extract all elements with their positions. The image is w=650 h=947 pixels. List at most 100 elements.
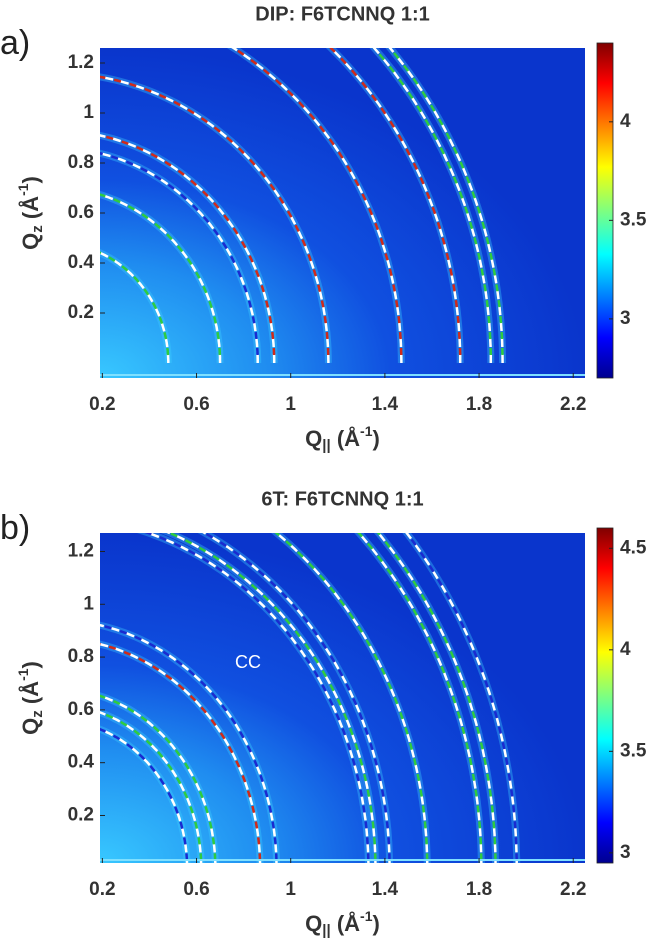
- ring: [373, 533, 499, 863]
- ring-dash-color: [372, 48, 493, 363]
- y-tick-label: 1.2: [68, 52, 94, 73]
- y-tick-label: 1.2: [68, 540, 94, 561]
- colorbar: [596, 527, 614, 864]
- colorbar-tick-label: 3.5: [620, 209, 647, 230]
- y-tick-label: 0.2: [68, 302, 94, 323]
- ring: [100, 640, 264, 863]
- ring: [385, 48, 507, 364]
- label-part: (Å: [17, 681, 43, 710]
- label-part: (Å: [17, 196, 43, 225]
- colorbar: [596, 42, 614, 379]
- y-tick-label: 0.4: [68, 752, 95, 773]
- label-part: -1: [15, 668, 31, 681]
- colorbar-tick-label: 4: [620, 111, 631, 132]
- ring: [197, 533, 394, 863]
- ring-dash-color: [100, 694, 217, 863]
- x-tick-label: 1.8: [466, 879, 492, 900]
- ring-dash-color: [100, 711, 203, 863]
- heatmap-background: [100, 533, 585, 863]
- ring: [100, 725, 191, 863]
- label-part: -1: [360, 908, 373, 924]
- x-tick-label: 0.2: [89, 879, 115, 900]
- label-part: (Å: [331, 425, 360, 451]
- y-tick-label: 0.8: [68, 646, 94, 667]
- y-tick-label: 0.6: [68, 202, 94, 223]
- x-tick-label: 1: [285, 394, 296, 415]
- x-tick-label: 0.6: [183, 394, 209, 415]
- heatmap-background: [100, 48, 585, 378]
- ring: [160, 533, 379, 863]
- label-part: ): [18, 176, 43, 183]
- ring-dash-color: [100, 152, 259, 363]
- label-part: z: [29, 710, 46, 718]
- x-tick-label: 1.8: [466, 394, 492, 415]
- ring: [369, 48, 495, 363]
- x-tick-label: 1: [285, 879, 296, 900]
- panel-label: a): [0, 24, 30, 62]
- colorbar-tick-label: 3: [620, 308, 631, 329]
- x-tick-label: 2.2: [560, 879, 586, 900]
- axis-label: Q|| (Å-1): [305, 423, 380, 454]
- ring-dash-color: [100, 75, 330, 364]
- label-part: Q: [305, 426, 322, 451]
- axis-label: Q|| (Å-1): [305, 908, 380, 939]
- ring: [325, 48, 464, 363]
- ring-dash-color: [166, 533, 377, 863]
- x-tick-label: 0.2: [89, 394, 115, 415]
- ring-dash-color: [100, 642, 262, 863]
- ring: [100, 248, 172, 363]
- ring-dash-white: [274, 533, 429, 863]
- ring-dash-color: [329, 48, 462, 363]
- axis-label: Qz (Å-1): [15, 661, 46, 735]
- ring-dash-white: [376, 533, 497, 863]
- ring-dash-white: [100, 642, 262, 863]
- ring-dash-color: [231, 48, 403, 364]
- label-part: -1: [15, 183, 31, 196]
- ring-dash-white: [405, 533, 518, 863]
- ring: [100, 131, 278, 363]
- label-part: ): [18, 661, 43, 668]
- ring: [100, 149, 262, 363]
- x-tick-label: 0.6: [183, 879, 209, 900]
- rings: [100, 533, 521, 863]
- label-part: ||: [322, 922, 330, 939]
- y-tick-label: 0.4: [68, 252, 95, 273]
- ring-dash-color: [388, 48, 504, 364]
- label-part: z: [29, 225, 46, 233]
- colorbar-tick-label: 4: [620, 639, 631, 660]
- panel: 0.2 0.6 1 1.4 1.8 2.2 0.2 0.4 0.6 0.8 1 1.2 DIP: F6T…: [0, 3, 647, 454]
- chart-title: DIP: F6TCNNQ 1:1: [255, 3, 429, 25]
- ring: [402, 533, 521, 863]
- ring-dash-white: [166, 533, 377, 863]
- x-tick-label: 1.4: [372, 879, 399, 900]
- ring-dash-white: [100, 75, 330, 364]
- ring: [100, 73, 332, 364]
- ring-dash-color: [357, 533, 483, 863]
- panel: 0.2 0.6 1 1.4 1.8 2.2 0.2 0.4 0.6 0.8 1 1.2 6T: F6TC…: [0, 488, 647, 939]
- x-tick-label: 2.2: [560, 394, 586, 415]
- colorbar-tick-label: 4.5: [620, 537, 647, 558]
- y-tick-label: 0.6: [68, 699, 94, 720]
- ring: [226, 48, 405, 364]
- label-part: -1: [360, 423, 373, 439]
- ring-dash-white: [202, 533, 391, 863]
- rings: [100, 48, 507, 364]
- ring-dash-white: [231, 48, 403, 364]
- ring-dash-white: [100, 623, 278, 863]
- ring: [136, 533, 372, 863]
- ring-dash-white: [100, 727, 189, 863]
- ring: [100, 708, 205, 863]
- label-part: Q: [18, 233, 43, 250]
- ring-dash-color: [100, 134, 276, 363]
- y-tick-label: 0.8: [68, 152, 94, 173]
- ring: [100, 621, 280, 863]
- ring-dash-white: [329, 48, 462, 363]
- ring-dash-color: [144, 533, 370, 863]
- y-tick-label: 1: [83, 593, 94, 614]
- label-part: Q: [18, 718, 43, 735]
- annotation: CC: [235, 652, 261, 672]
- ring-dash-color: [100, 251, 170, 363]
- axis-label: Qz (Å-1): [15, 176, 46, 250]
- label-part: ): [372, 911, 379, 936]
